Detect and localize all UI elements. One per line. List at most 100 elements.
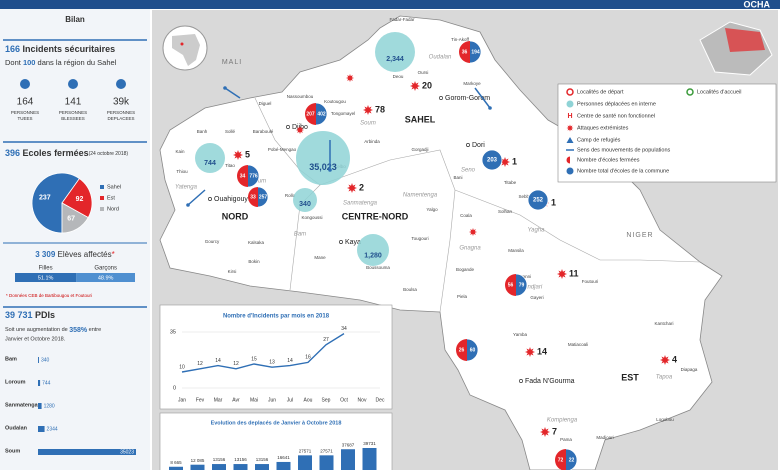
commune-label: Pama [560,437,572,442]
attack-star [500,157,510,167]
school-total [527,189,549,211]
arrow-head [186,203,190,207]
school-closed-label: 34 [240,173,246,179]
bar [341,449,355,470]
pdi-text: Soit une augmentation de 358% entre [5,327,101,334]
legend-label: Sahel [107,184,121,190]
legend-box [557,83,777,183]
bar [212,464,226,470]
movement-arrow [187,189,206,206]
hbar [38,449,136,455]
x-tick-label: Jul [287,397,293,403]
stat-value: 164 [17,97,34,108]
legend-icon [566,167,574,175]
commune-label: Kain [175,149,185,154]
split-value: 48.9% [98,275,114,281]
stat-value: 141 [65,97,82,108]
displaced-label: 744 [204,160,216,167]
data-label: 12 085 [191,458,205,463]
pdi-label: PDIs [35,310,55,320]
school-total-label: 402 [317,111,326,117]
bar-category: Loroum [5,379,26,385]
commune-label: Piela [457,294,468,299]
commune-label: Kalsaka [248,240,265,245]
commune-label: Solhan [498,209,513,214]
displaced-bubble [375,32,415,72]
bar [190,464,205,470]
commune-label: Oursi [418,70,429,75]
data-label: 13156 [256,457,269,462]
attack-count: 4 [672,354,677,364]
stat-icon [68,79,78,89]
split-category: Garçons [94,266,117,272]
legend-label: Nombre d'écoles fermées [577,157,640,163]
sidebar-title: Bilan [65,15,85,24]
pdi-pct: 358% [69,327,88,334]
slice-label: 67 [67,215,75,222]
commune-label: Kantchari [654,321,673,326]
commune-label: Boulsa [403,287,417,292]
hbar [38,426,45,432]
school-closed-label: 56 [508,282,514,288]
school-closed [505,274,516,296]
data-label: 37687 [342,442,355,447]
commune-label: Tongomayel [331,111,355,116]
stat-value: 39k [113,97,130,108]
hbar [38,403,42,409]
province-label: Yatenga [175,185,198,191]
pdi-text1b: entre [89,327,102,333]
location-dot [180,42,184,46]
school-closed [248,187,258,207]
commune-label: Tin-Akoff [451,37,470,42]
commune-label: Pobé-Mengao [268,147,297,152]
province-label: Tapoa [656,375,673,381]
attack-star [557,269,567,279]
pdi-text2: Janvier et Octobre 2018. [5,336,66,342]
pupils-note: * Données CEB de Bartibougou et Foutouri [6,293,92,298]
commune-label: Manni [519,274,531,279]
province-label: Bam [294,232,306,238]
town-label: Dori [472,142,485,149]
pie-slice [61,178,93,219]
legend-label: Attaques extrémistes [577,125,629,131]
commune-label: Coala [460,213,472,218]
logo: OCHA [744,0,771,9]
commune-label: Sollé [225,129,236,134]
data-label: 39731 [363,441,376,446]
legend-label: Localités d'accueil [697,89,741,95]
school-total-label: 252 [533,198,544,204]
school-closed [459,41,470,63]
commune-label: Boussouma [366,265,390,270]
commune-label: Koutougou [324,99,346,104]
legend-label: Localités de départ [577,89,624,95]
legend-icon [686,88,694,96]
attack-count: 7 [552,426,557,436]
attack-star [296,126,304,134]
arrow-head [223,86,227,90]
split-bar [15,273,77,282]
schools-date: (24 octobre 2018) [89,151,129,157]
displaced-bubble [293,188,317,212]
attack-star [347,183,357,193]
y-tick-label: 35 [170,329,176,335]
legend-icon [566,124,574,132]
town-label: Gorom-Gorom [445,95,490,102]
border [454,189,701,263]
arrow-head [328,168,332,172]
pdi-count: 39 731 [5,310,33,320]
school-total-label: 79 [519,282,525,288]
attack-count: 1 [551,197,556,207]
displaced-label: 35,023 [309,162,337,172]
commune-label: Arbinda [364,139,380,144]
data-label: 16 [305,355,311,361]
bar [319,455,334,470]
bar-value: 744 [42,380,51,386]
school-closed [305,103,316,125]
x-tick-label: Nov [358,397,367,403]
data-label: 10 [179,364,185,370]
region-label: SAHEL [405,114,436,124]
commune-label: Gorgadji [411,147,428,152]
school-closed-label: 207 [306,111,315,117]
attack-star [469,228,477,236]
x-tick-label: Avr [232,397,240,403]
